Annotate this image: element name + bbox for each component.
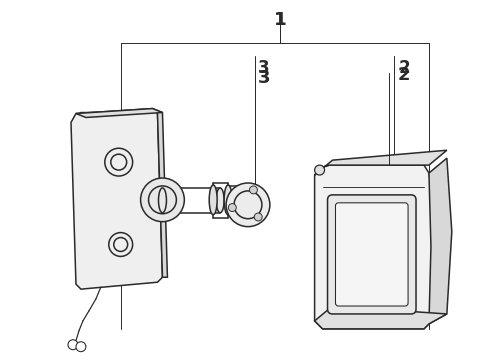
Ellipse shape [224,185,232,215]
Circle shape [148,186,176,214]
Circle shape [315,165,324,175]
Text: 1: 1 [273,11,286,29]
FancyBboxPatch shape [336,203,408,306]
Text: 2: 2 [399,59,411,77]
Circle shape [254,213,262,221]
Circle shape [226,183,270,227]
FancyBboxPatch shape [327,195,416,314]
Circle shape [76,342,86,352]
Circle shape [141,178,184,222]
Text: 3: 3 [258,69,270,87]
Circle shape [68,340,78,350]
Circle shape [105,148,133,176]
Polygon shape [73,111,157,284]
Ellipse shape [158,188,167,213]
Text: 2: 2 [397,66,410,84]
Polygon shape [71,109,163,289]
Circle shape [109,233,133,256]
Polygon shape [76,109,163,117]
Circle shape [228,204,236,212]
Circle shape [111,154,127,170]
Text: 1: 1 [274,11,286,29]
Polygon shape [429,158,452,324]
Circle shape [249,186,257,194]
Polygon shape [315,150,447,175]
Ellipse shape [216,188,224,213]
Text: 3: 3 [258,59,270,77]
Circle shape [114,238,128,251]
Circle shape [234,191,262,219]
Polygon shape [315,165,434,329]
Ellipse shape [209,185,217,215]
Polygon shape [315,306,447,329]
Polygon shape [152,109,168,277]
